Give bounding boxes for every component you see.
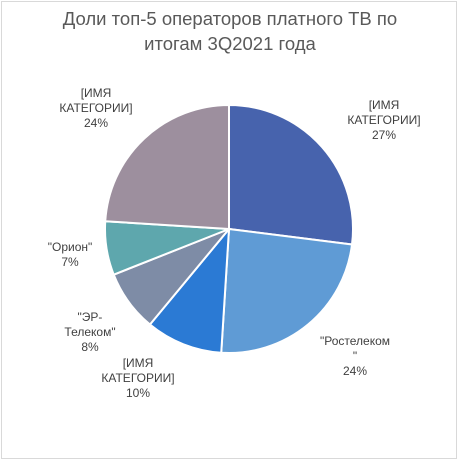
slice-label-1: "Ростелеком " 24%: [294, 334, 416, 379]
slice-label-3: "ЭР- Телеком" 8%: [30, 310, 150, 355]
pie-slice-0: [228, 104, 354, 246]
pie-slice-5: [104, 104, 230, 230]
slice-label-0-line-1: [ИМЯ: [368, 98, 400, 112]
slice-label-0: [ИМЯ КАТЕГОРИИ] 27%: [324, 98, 444, 143]
pie-slice-2: [148, 228, 230, 354]
slice-label-4: "Орион" 7%: [10, 240, 130, 270]
slice-label-5-value: 24%: [83, 116, 109, 130]
slice-label-1-value: 24%: [342, 364, 368, 378]
chart-title-line-1: Доли топ-5 операторов платного ТВ по: [62, 8, 398, 29]
chart-title-line-2: итогам 3Q2021 года: [144, 33, 316, 54]
pie-slice-1: [220, 228, 354, 354]
slice-label-3-line-1: "ЭР-: [77, 310, 103, 324]
slice-label-4-value: 7%: [61, 255, 79, 269]
slice-label-2-line-2: КАТЕГОРИИ]: [101, 371, 175, 385]
slice-label-5: [ИМЯ КАТЕГОРИИ] 24%: [36, 86, 156, 131]
slice-label-3-line-2: Телеком": [64, 325, 116, 339]
slice-label-1-line-1: "Ростелеком: [319, 334, 391, 348]
slice-label-5-line-2: КАТЕГОРИИ]: [59, 101, 133, 115]
slice-label-5-line-1: [ИМЯ: [80, 86, 112, 100]
slice-label-0-value: 27%: [371, 128, 397, 142]
slice-label-0-line-2: КАТЕГОРИИ]: [347, 113, 421, 127]
slice-label-4-line-1: "Орион": [47, 240, 93, 254]
slice-label-1-line-2: ": [352, 349, 358, 363]
slice-label-2-value: 10%: [125, 386, 151, 400]
slice-label-3-value: 8%: [81, 340, 99, 354]
slice-label-2-line-1: [ИМЯ: [122, 356, 154, 370]
chart-title: Доли топ-5 операторов платного ТВ по ито…: [2, 6, 458, 56]
slice-label-2: [ИМЯ КАТЕГОРИИ] 10%: [78, 356, 198, 401]
